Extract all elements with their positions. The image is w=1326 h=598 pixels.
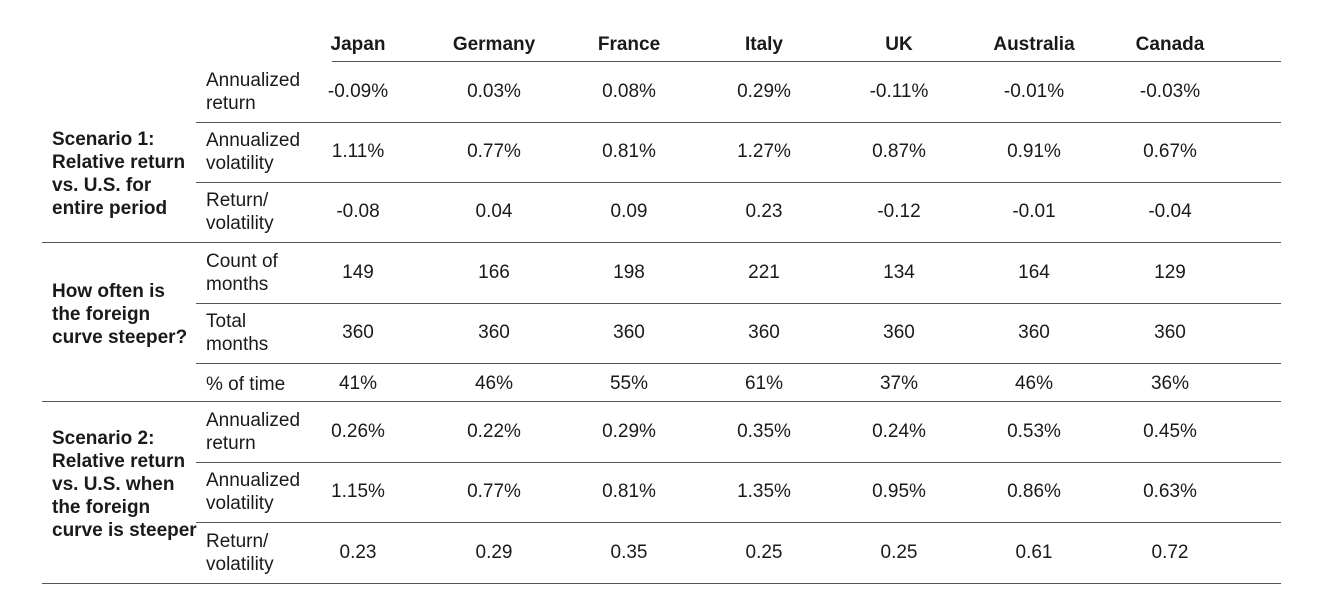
table-cell: 1.15% <box>331 481 385 502</box>
table-row: Count of months 149 166 198 221 134 164 129 <box>196 243 1281 304</box>
table-cell: 0.29% <box>602 421 656 442</box>
header-divider <box>332 61 1281 62</box>
table-cell: 0.03% <box>467 80 521 102</box>
row-label: Count of months <box>206 251 278 295</box>
group-label: How often is the foreign curve steeper? <box>52 281 188 348</box>
group-scenario-2: Scenario 2: Relative return vs. U.S. whe… <box>42 402 1281 584</box>
table-cell: 61% <box>744 373 784 394</box>
table-cell: 0.25 <box>745 541 783 563</box>
table-cell: 0.25 <box>880 541 918 563</box>
row-label: Return/ volatility <box>206 190 274 234</box>
table-cell: 0.72 <box>1151 541 1189 563</box>
table-header: Japan Germany France Italy UK Australia Canada <box>42 30 1281 62</box>
table-cell: 1.35% <box>737 481 791 502</box>
group-label: Scenario 2: Relative return vs. U.S. whe… <box>52 428 197 541</box>
table-cell: 360 <box>1154 322 1186 343</box>
table-cell: 1.27% <box>737 141 791 162</box>
table-cell: 41% <box>338 373 378 394</box>
group-label: Scenario 1: Relative return vs. U.S. for… <box>52 129 186 219</box>
column-header-germany: Germany <box>452 34 536 55</box>
table-cell: 0.77% <box>467 141 521 162</box>
table-cell: 0.22% <box>467 421 521 442</box>
table-cell: 0.26% <box>331 421 385 442</box>
table-cell: 221 <box>748 262 780 283</box>
table-cell: 0.61 <box>1015 541 1053 563</box>
table-cell: 0.45% <box>1143 421 1197 442</box>
table-cell: 134 <box>883 262 915 283</box>
table-row: % of time 41% 46% 55% 61% 37% 46% 36% <box>196 363 1281 401</box>
table-row: Annualized return 0.26% 0.22% 0.29% 0.35% 0.2… <box>196 402 1281 463</box>
table-cell: 0.86% <box>1007 481 1061 502</box>
table-cell: 360 <box>478 322 510 343</box>
table-cell: 0.67% <box>1143 141 1197 162</box>
table-cell: 360 <box>748 322 780 343</box>
table-cell: 36% <box>1150 373 1190 394</box>
table-cell: -0.01% <box>1003 80 1065 102</box>
row-label: Annualized return <box>206 410 301 454</box>
table-cell: 0.24% <box>872 421 926 442</box>
column-header-italy: Italy <box>744 34 784 55</box>
table-cell: 164 <box>1018 262 1050 283</box>
column-header-uk: UK <box>885 34 913 55</box>
table-cell: -0.01 <box>1012 201 1056 222</box>
table-cell: 0.04 <box>475 201 513 222</box>
table-cell: 0.53% <box>1007 421 1061 442</box>
table-cell: 360 <box>1018 322 1050 343</box>
table-cell: 46% <box>474 373 514 394</box>
table-cell: 0.29% <box>737 80 791 102</box>
column-header-japan: Japan <box>330 34 386 55</box>
table-cell: 0.95% <box>872 481 926 502</box>
table-cell: 0.87% <box>872 141 926 162</box>
column-header-france: France <box>597 34 661 55</box>
table-cell: 360 <box>613 322 645 343</box>
table-cell: 0.08% <box>602 80 656 102</box>
table-cell: 0.35% <box>737 421 791 442</box>
table-row: Annualized return -0.09% 0.03% 0.08% 0.29% -0… <box>196 61 1281 123</box>
table-cell: 129 <box>1154 262 1186 283</box>
table-cell: 0.09 <box>610 201 648 222</box>
table-row: Return/ volatility -0.08 0.04 0.09 0.23 -0.12… <box>196 182 1281 242</box>
row-label: Annualized return <box>206 69 301 114</box>
table-cell: 0.29 <box>475 541 513 563</box>
table-cell: 0.81% <box>602 481 656 502</box>
table-cell: 0.91% <box>1007 141 1061 162</box>
group-steeper-frequency: How often is the foreign curve steeper? C… <box>42 243 1281 402</box>
table-cell: -0.11% <box>869 80 929 102</box>
table-cell: 360 <box>883 322 915 343</box>
column-header-canada: Canada <box>1135 34 1205 55</box>
column-header-australia: Australia <box>993 34 1075 55</box>
table-cell: 0.23 <box>745 201 783 222</box>
row-label: % of time <box>206 373 286 395</box>
table-cell: -0.08 <box>336 201 380 222</box>
table-row: Annualized volatility 1.15% 0.77% 0.81% 1.35… <box>196 462 1281 523</box>
table-cell: 55% <box>609 373 649 394</box>
table-cell: 360 <box>342 322 374 343</box>
group-scenario-1: Scenario 1: Relative return vs. U.S. for… <box>42 61 1281 243</box>
table-cell: -0.04 <box>1148 201 1192 222</box>
table-cell: -0.12 <box>877 201 921 222</box>
table-cell: -0.03% <box>1139 80 1201 102</box>
table-row: Annualized volatility 1.11% 0.77% 0.81% 1.27… <box>196 122 1281 183</box>
table-cell: 0.77% <box>467 481 521 502</box>
table-cell: 0.63% <box>1143 481 1197 502</box>
table-row: Total months 360 360 360 360 360 360 360 <box>196 303 1281 364</box>
table-cell: 46% <box>1014 373 1054 394</box>
table-cell: 37% <box>879 373 919 394</box>
table-cell: 166 <box>478 262 510 283</box>
table-cell: 0.23 <box>339 541 377 563</box>
table-cell: 198 <box>613 262 645 283</box>
comparison-table: Japan Germany France Italy UK Australia Canada… <box>42 30 1281 584</box>
row-label: Annualized volatility <box>206 470 301 514</box>
table-cell: 1.11% <box>331 141 385 162</box>
table-cell: -0.09% <box>327 80 389 102</box>
row-label: Annualized volatility <box>206 130 301 174</box>
table-cell: 149 <box>342 262 374 283</box>
table-row: Return/ volatility 0.23 0.29 0.35 0.25 0.25 0.… <box>196 522 1281 583</box>
table-cell: 0.81% <box>602 141 656 162</box>
row-label: Total months <box>206 311 269 355</box>
row-label: Return/ volatility <box>206 530 274 575</box>
table-cell: 0.35 <box>610 541 648 563</box>
